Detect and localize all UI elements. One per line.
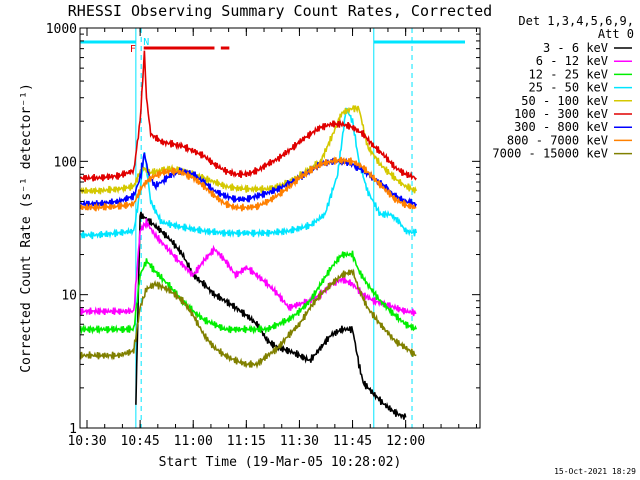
footer-date: 15-Oct-2021 18:29 bbox=[554, 467, 636, 476]
legend-label-3: 25 - 50 keV bbox=[529, 81, 608, 95]
legend-label-2: 12 - 25 keV bbox=[529, 67, 608, 81]
y-tick-label-3: 1000 bbox=[46, 22, 77, 37]
series-layer bbox=[79, 50, 418, 420]
x-axis-label: Start Time (19-Mar-05 10:28:02) bbox=[159, 455, 402, 470]
legend-label-4: 50 - 100 keV bbox=[521, 94, 608, 108]
x-tick-label-6: 12:00 bbox=[386, 434, 425, 449]
series-line-0 bbox=[135, 211, 407, 420]
legend-label-0: 3 - 6 keV bbox=[543, 41, 608, 55]
x-tick-label-5: 11:45 bbox=[333, 434, 372, 449]
y-axis: 1 10 100 1000 bbox=[46, 22, 480, 437]
series-line-6 bbox=[79, 152, 418, 209]
legend-label-1: 6 - 12 keV bbox=[536, 54, 608, 68]
flag-label-F: F bbox=[130, 44, 136, 55]
x-tick-label-1: 10:45 bbox=[121, 434, 160, 449]
legend-label-7: 800 - 7000 keV bbox=[507, 133, 608, 147]
y-tick-label-1: 10 bbox=[61, 289, 77, 304]
series-line-5 bbox=[79, 50, 417, 182]
legend-header-1: Det 1,3,4,5,6,9, bbox=[518, 14, 634, 28]
x-tick-label-3: 11:15 bbox=[227, 434, 266, 449]
legend-label-5: 100 - 300 keV bbox=[514, 107, 608, 121]
series-line-4 bbox=[79, 105, 418, 195]
series-line-8 bbox=[79, 268, 417, 370]
flag-label-N: N bbox=[143, 37, 149, 48]
legend-header-2: Att 0 bbox=[598, 27, 634, 41]
x-tick-label-2: 11:00 bbox=[174, 434, 213, 449]
chart-title: RHESSI Observing Summary Count Rates, Co… bbox=[68, 2, 492, 20]
legend-label-6: 300 - 800 keV bbox=[514, 120, 608, 134]
y-axis-label: Corrected Count Rate (s⁻¹ detector⁻¹) bbox=[19, 83, 34, 373]
plot-frame bbox=[79, 27, 481, 429]
y-tick-label-2: 100 bbox=[54, 155, 77, 170]
series-line-2 bbox=[79, 250, 418, 335]
x-tick-label-0: 10:30 bbox=[67, 434, 106, 449]
flag-bars: NF bbox=[80, 28, 465, 428]
series-line-7 bbox=[79, 156, 417, 212]
legend-label-8: 7000 - 15000 keV bbox=[492, 147, 608, 161]
y-tick-label-0: 1 bbox=[69, 422, 77, 437]
x-tick-label-4: 11:30 bbox=[280, 434, 319, 449]
x-axis: 10:30 10:45 11:00 11:15 11:30 11:45 12:00 bbox=[67, 28, 477, 449]
